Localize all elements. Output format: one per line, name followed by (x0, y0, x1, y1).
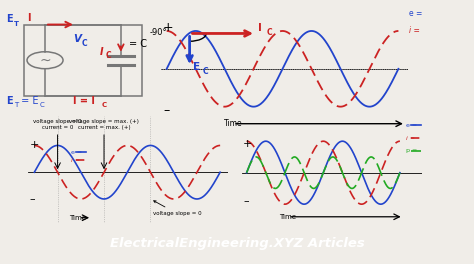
Text: I: I (27, 13, 31, 23)
Text: V: V (73, 34, 82, 44)
Text: e =: e = (406, 123, 417, 128)
Text: T: T (14, 21, 19, 27)
Text: Time: Time (224, 119, 243, 128)
Text: +: + (243, 139, 252, 149)
Text: I = I: I = I (73, 96, 95, 106)
Text: C: C (102, 102, 107, 108)
Text: = E: = E (18, 96, 38, 106)
Text: +: + (30, 140, 39, 150)
Text: voltage slope = 0: voltage slope = 0 (153, 201, 201, 216)
Text: +: + (163, 21, 173, 34)
Text: C: C (266, 27, 272, 37)
Text: C: C (82, 39, 88, 48)
Text: Time: Time (280, 214, 297, 220)
Text: –: – (243, 196, 248, 206)
Text: i =: i = (71, 158, 80, 163)
Text: -90°: -90° (149, 27, 167, 37)
Text: ElectricalEngineering.XYZ Articles: ElectricalEngineering.XYZ Articles (109, 237, 365, 250)
Text: –: – (30, 194, 36, 204)
Text: –: – (163, 104, 169, 117)
Text: = C: = C (129, 39, 147, 49)
Text: i =: i = (410, 26, 420, 35)
Text: current = 0: current = 0 (42, 125, 73, 130)
Text: C: C (39, 102, 44, 108)
Text: E: E (6, 96, 12, 106)
Text: I: I (258, 23, 262, 33)
Text: T: T (14, 102, 18, 108)
Text: i =: i = (406, 135, 415, 140)
Text: p =: p = (406, 148, 417, 153)
Text: current = max. (+): current = max. (+) (78, 125, 130, 130)
Text: Time: Time (69, 215, 86, 221)
Text: voltage slope = max. (+): voltage slope = max. (+) (69, 119, 139, 124)
Text: voltage slope = 0: voltage slope = 0 (33, 119, 82, 124)
Text: E: E (193, 62, 201, 72)
Text: e =: e = (410, 10, 423, 18)
Text: E: E (6, 14, 12, 24)
Bar (24, 25, 142, 96)
Text: C: C (106, 50, 111, 60)
Text: ~: ~ (39, 53, 51, 67)
Text: I: I (100, 47, 103, 57)
Text: e =: e = (71, 150, 82, 155)
Text: C: C (203, 67, 209, 76)
